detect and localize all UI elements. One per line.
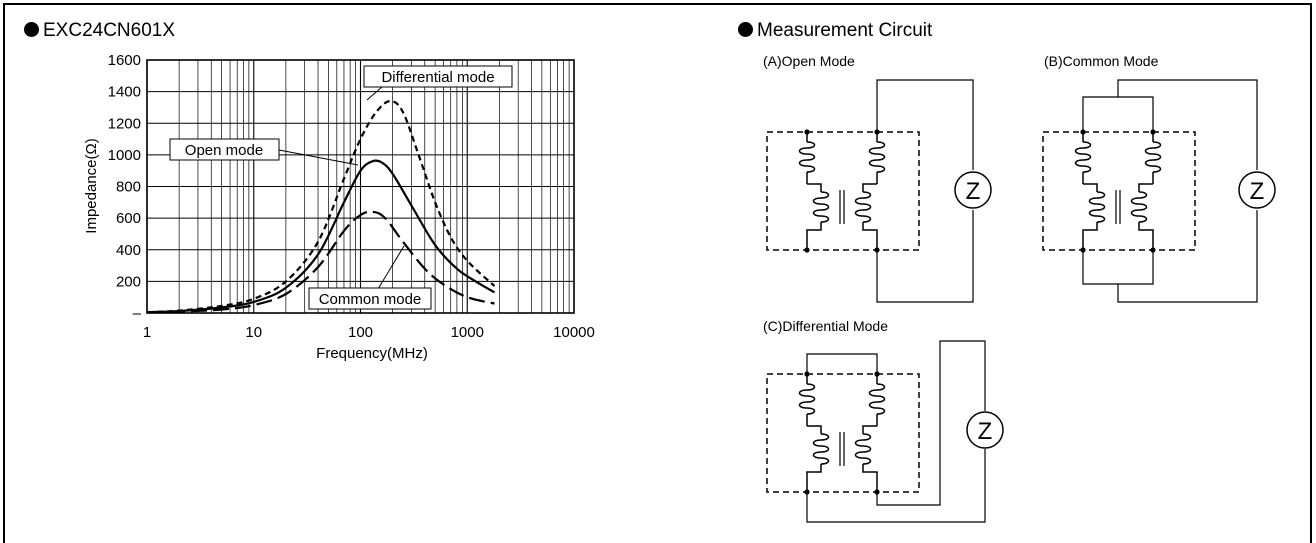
figure-frame (3, 3, 1312, 543)
circuit-a-meter-icon (954, 171, 992, 209)
x-tick-label: 10000 (553, 324, 595, 341)
open-mode-line (146, 159, 496, 314)
circuit-section-title-text: Measurement Circuit (757, 20, 933, 41)
x-tick-label: 1000 (451, 324, 484, 341)
impedance-chart: 1600 1400 1200 1000 800 600 400 200 – 1 10 100 1000… (83, 52, 595, 362)
y-tick-label: 800 (116, 179, 141, 196)
y-tick-label: 1400 (108, 84, 141, 101)
y-tick-label: – (133, 305, 142, 322)
circuit-b-wiring (1082, 79, 1258, 303)
circuit-b-choke (1043, 129, 1195, 252)
open-mode-label: Open mode (185, 142, 263, 159)
bullet-icon (24, 22, 39, 37)
common-mode-line (146, 210, 495, 314)
circuit-b-meter-label: Z (1250, 178, 1265, 205)
y-tick-label: 200 (116, 273, 141, 290)
x-tick-label: 100 (348, 324, 373, 341)
x-axis-label: Frequency(MHz) (316, 345, 428, 362)
common-label-box (308, 287, 432, 310)
x-tick-label: 1 (143, 324, 151, 341)
common-mode-label: Common mode (319, 291, 422, 308)
x-tick-labels: 1 10 100 1000 10000 (143, 324, 595, 341)
x-tick-label: 10 (245, 324, 262, 341)
circuit-c-meter-label: Z (978, 418, 993, 445)
differential-mode-label: Differential mode (381, 69, 494, 86)
bullet-icon (738, 22, 753, 37)
circuit-a-meter-label: Z (966, 178, 981, 205)
circuit-b-label: (B)Common Mode (1044, 53, 1159, 69)
plot-border (146, 59, 575, 314)
y-tick-label: 600 (116, 210, 141, 227)
differential-label-box (363, 65, 513, 88)
chart-section-title-text: EXC24CN601X (43, 20, 176, 41)
circuit-section-title: Measurement Circuit (738, 20, 932, 42)
common-leader-line (377, 245, 405, 290)
series-lines (146, 99, 496, 314)
circuit-a-choke (767, 129, 919, 252)
differential-leader-line (366, 85, 384, 101)
chart-grid (146, 60, 574, 313)
y-tick-label: 1000 (108, 147, 141, 164)
circuit-a-wiring (876, 79, 974, 303)
open-label-box (169, 138, 280, 161)
circuit-c-choke (767, 371, 919, 494)
circuit-b-meter-icon (1238, 171, 1276, 209)
circuit-c-wiring (806, 340, 986, 523)
y-tick-label: 1200 (108, 115, 141, 132)
y-tick-label: 1600 (108, 52, 141, 69)
circuit-c-meter-icon (966, 411, 1004, 449)
y-axis-label: Impedance(Ω) (83, 138, 100, 233)
chart-section-title: EXC24CN601X (24, 20, 175, 42)
differential-mode-line (146, 99, 496, 314)
circuit-a-label: (A)Open Mode (763, 53, 855, 69)
y-tick-labels: 1600 1400 1200 1000 800 600 400 200 – (108, 52, 142, 322)
y-tick-label: 400 (116, 242, 141, 259)
circuit-c-label: (C)Differential Mode (763, 318, 888, 334)
open-leader-line (278, 149, 359, 166)
